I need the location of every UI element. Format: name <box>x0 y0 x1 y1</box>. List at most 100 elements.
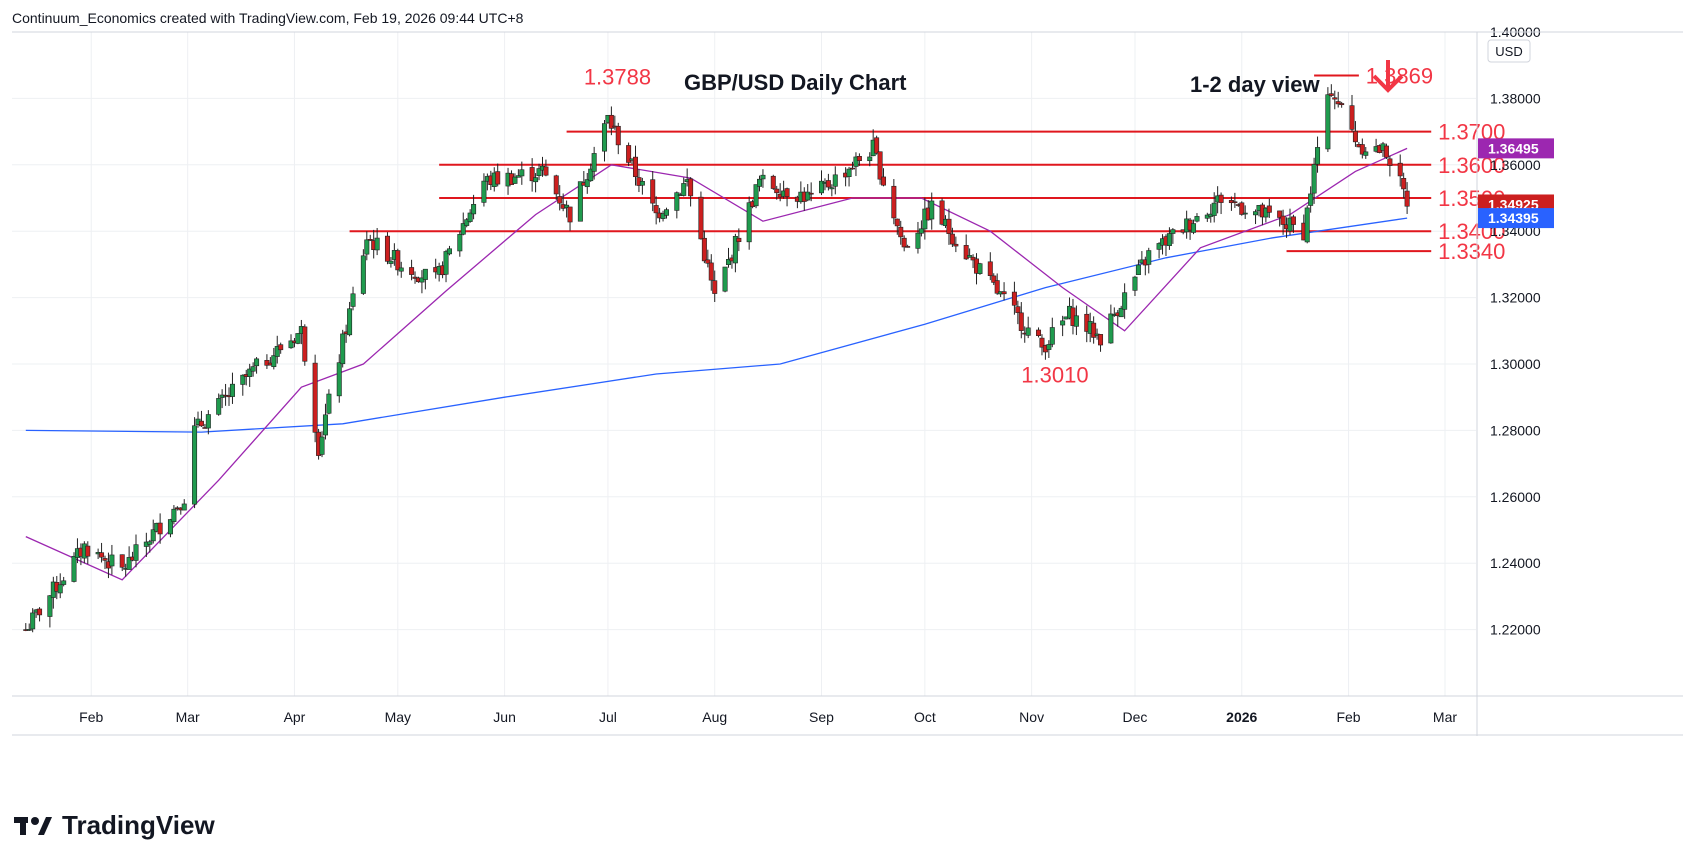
candle <box>567 206 573 231</box>
candle-body <box>1135 264 1141 275</box>
candle-body <box>278 344 284 351</box>
candle-body <box>564 204 570 209</box>
candle <box>47 595 53 628</box>
candle <box>674 191 680 219</box>
candle <box>1118 305 1124 318</box>
candle <box>1132 275 1138 297</box>
currency-label: USD <box>1495 44 1522 59</box>
candle <box>639 177 645 195</box>
candle <box>278 342 284 354</box>
candle-body <box>1311 164 1317 194</box>
chart-subtitle: 1-2 day view <box>1190 72 1321 97</box>
candle-body <box>250 366 256 372</box>
x-tick-label: Feb <box>1336 709 1360 725</box>
candle-body <box>1218 194 1224 203</box>
candle-body <box>832 174 838 187</box>
candle <box>319 431 325 458</box>
candle <box>1266 198 1272 218</box>
candle <box>471 194 477 220</box>
candle-body <box>171 508 177 522</box>
candle <box>495 163 501 187</box>
candle <box>529 158 535 192</box>
candle-body <box>1015 306 1021 313</box>
x-tick-label: May <box>385 709 411 725</box>
candle <box>1166 227 1172 250</box>
moving-averages <box>25 147 1408 581</box>
candle-body <box>30 612 36 630</box>
candle <box>698 191 704 240</box>
arrow-head <box>1372 74 1404 93</box>
candle <box>1304 205 1310 244</box>
candle <box>760 169 766 188</box>
currency-button[interactable] <box>1487 39 1531 63</box>
candle-body <box>71 555 77 582</box>
candle <box>543 159 549 177</box>
tradingview-brand[interactable]: TradingView <box>14 810 215 841</box>
down-arrow-icon <box>1372 60 1404 93</box>
candle-body <box>147 541 153 545</box>
candle <box>591 146 597 180</box>
candle <box>395 248 401 276</box>
candle <box>1325 87 1331 152</box>
candle <box>460 212 466 236</box>
candle-body <box>409 267 415 275</box>
candle <box>1135 259 1141 275</box>
x-tick-label: Oct <box>914 709 936 725</box>
candle <box>274 335 280 364</box>
candle-body <box>1122 292 1128 310</box>
candle-body <box>701 237 707 262</box>
axes[interactable]: 1.400001.380001.360001.340001.320001.300… <box>12 24 1683 736</box>
candle-body <box>274 346 280 357</box>
candle <box>336 354 342 403</box>
candle <box>1332 90 1338 110</box>
candle <box>688 177 694 207</box>
candle <box>295 333 301 345</box>
long-moving-average <box>25 217 1408 433</box>
candle <box>701 230 707 264</box>
candle <box>340 329 346 368</box>
chart-title: GBP/USD Daily Chart <box>684 70 907 95</box>
candle <box>963 234 969 260</box>
candle <box>85 541 91 565</box>
candle <box>918 220 924 237</box>
candle <box>829 184 835 197</box>
candle-body <box>374 237 380 251</box>
y-tick-label: 1.30000 <box>1490 356 1541 372</box>
candle-body <box>939 200 945 225</box>
candle <box>37 607 43 622</box>
candle-body <box>85 545 91 557</box>
short-moving-average <box>25 147 1408 581</box>
candle-body <box>133 544 139 561</box>
candle <box>1328 84 1334 97</box>
candle-body <box>705 259 711 264</box>
candle <box>374 228 380 256</box>
candle <box>1401 172 1407 199</box>
candle <box>515 169 521 178</box>
candle <box>1397 154 1403 187</box>
candle-body <box>481 180 487 203</box>
candle-body <box>722 266 728 292</box>
candle-body <box>1401 177 1407 190</box>
candle-body <box>746 202 752 243</box>
candle-body <box>991 275 997 283</box>
candle-body <box>850 167 856 170</box>
candle-body <box>567 206 573 223</box>
candle <box>1060 315 1066 337</box>
candle <box>1277 210 1283 227</box>
candle-body <box>591 153 597 172</box>
x-tick-label: 2026 <box>1226 709 1257 725</box>
candle <box>1108 304 1114 344</box>
candle-body <box>674 192 680 211</box>
candle-body <box>949 233 955 245</box>
candle <box>867 152 873 167</box>
candle-body <box>753 184 759 207</box>
candle-body <box>891 185 897 219</box>
candle-body <box>1352 130 1358 143</box>
candle <box>825 173 831 191</box>
candle-body <box>26 629 32 631</box>
candle <box>626 142 632 167</box>
candle-body <box>302 326 308 362</box>
candle-body <box>1166 233 1172 246</box>
candle-body <box>1290 216 1296 225</box>
x-tick-label: Aug <box>702 709 727 725</box>
